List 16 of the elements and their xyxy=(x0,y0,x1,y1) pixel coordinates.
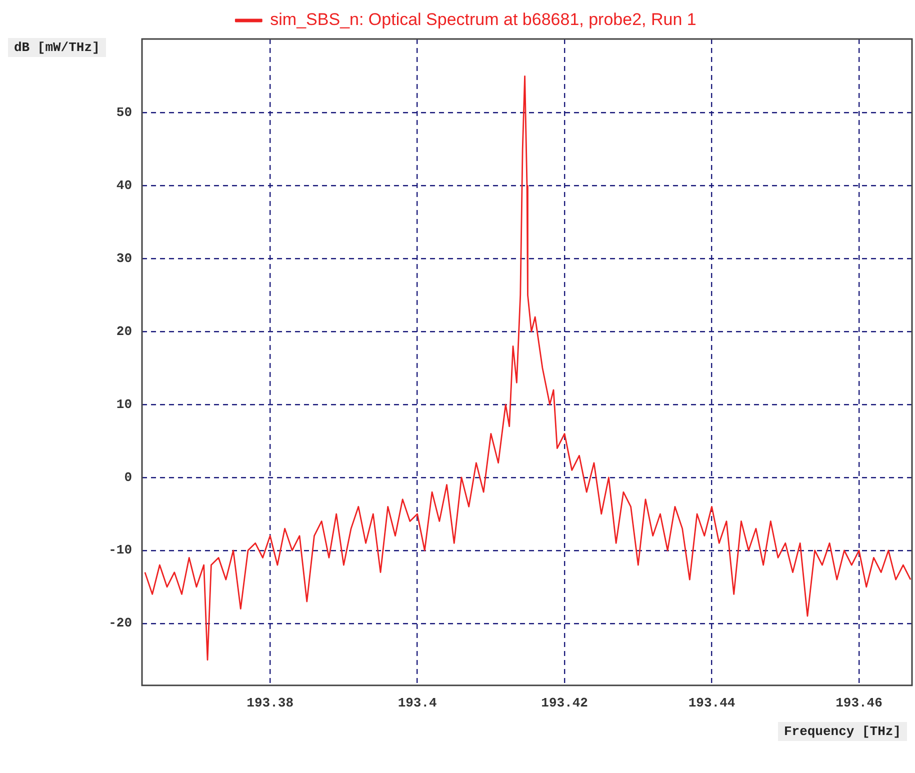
y-tick-label: 30 xyxy=(116,250,132,266)
y-tick-label: 20 xyxy=(116,324,132,339)
y-tick-label: -10 xyxy=(108,542,132,558)
x-tick-label: 193.44 xyxy=(688,695,736,710)
x-tick-label: 193.46 xyxy=(836,695,883,710)
y-tick-label: 50 xyxy=(116,104,132,120)
y-tick-label: -20 xyxy=(108,616,132,631)
x-tick-label: 193.42 xyxy=(541,695,588,710)
x-axis-title: Frequency [THz] xyxy=(778,722,907,741)
x-tick-label: 193.38 xyxy=(246,695,294,710)
y-tick-label: 10 xyxy=(116,396,132,412)
x-tick-label: 193.4 xyxy=(398,695,438,710)
y-tick-label: 40 xyxy=(116,178,132,193)
y-axis-title: dB [mW/THz] xyxy=(8,38,106,57)
y-tick-label: 0 xyxy=(124,470,132,485)
legend-label: sim_SBS_n: Optical Spectrum at b68681, probe2, Run 1 xyxy=(270,10,696,30)
